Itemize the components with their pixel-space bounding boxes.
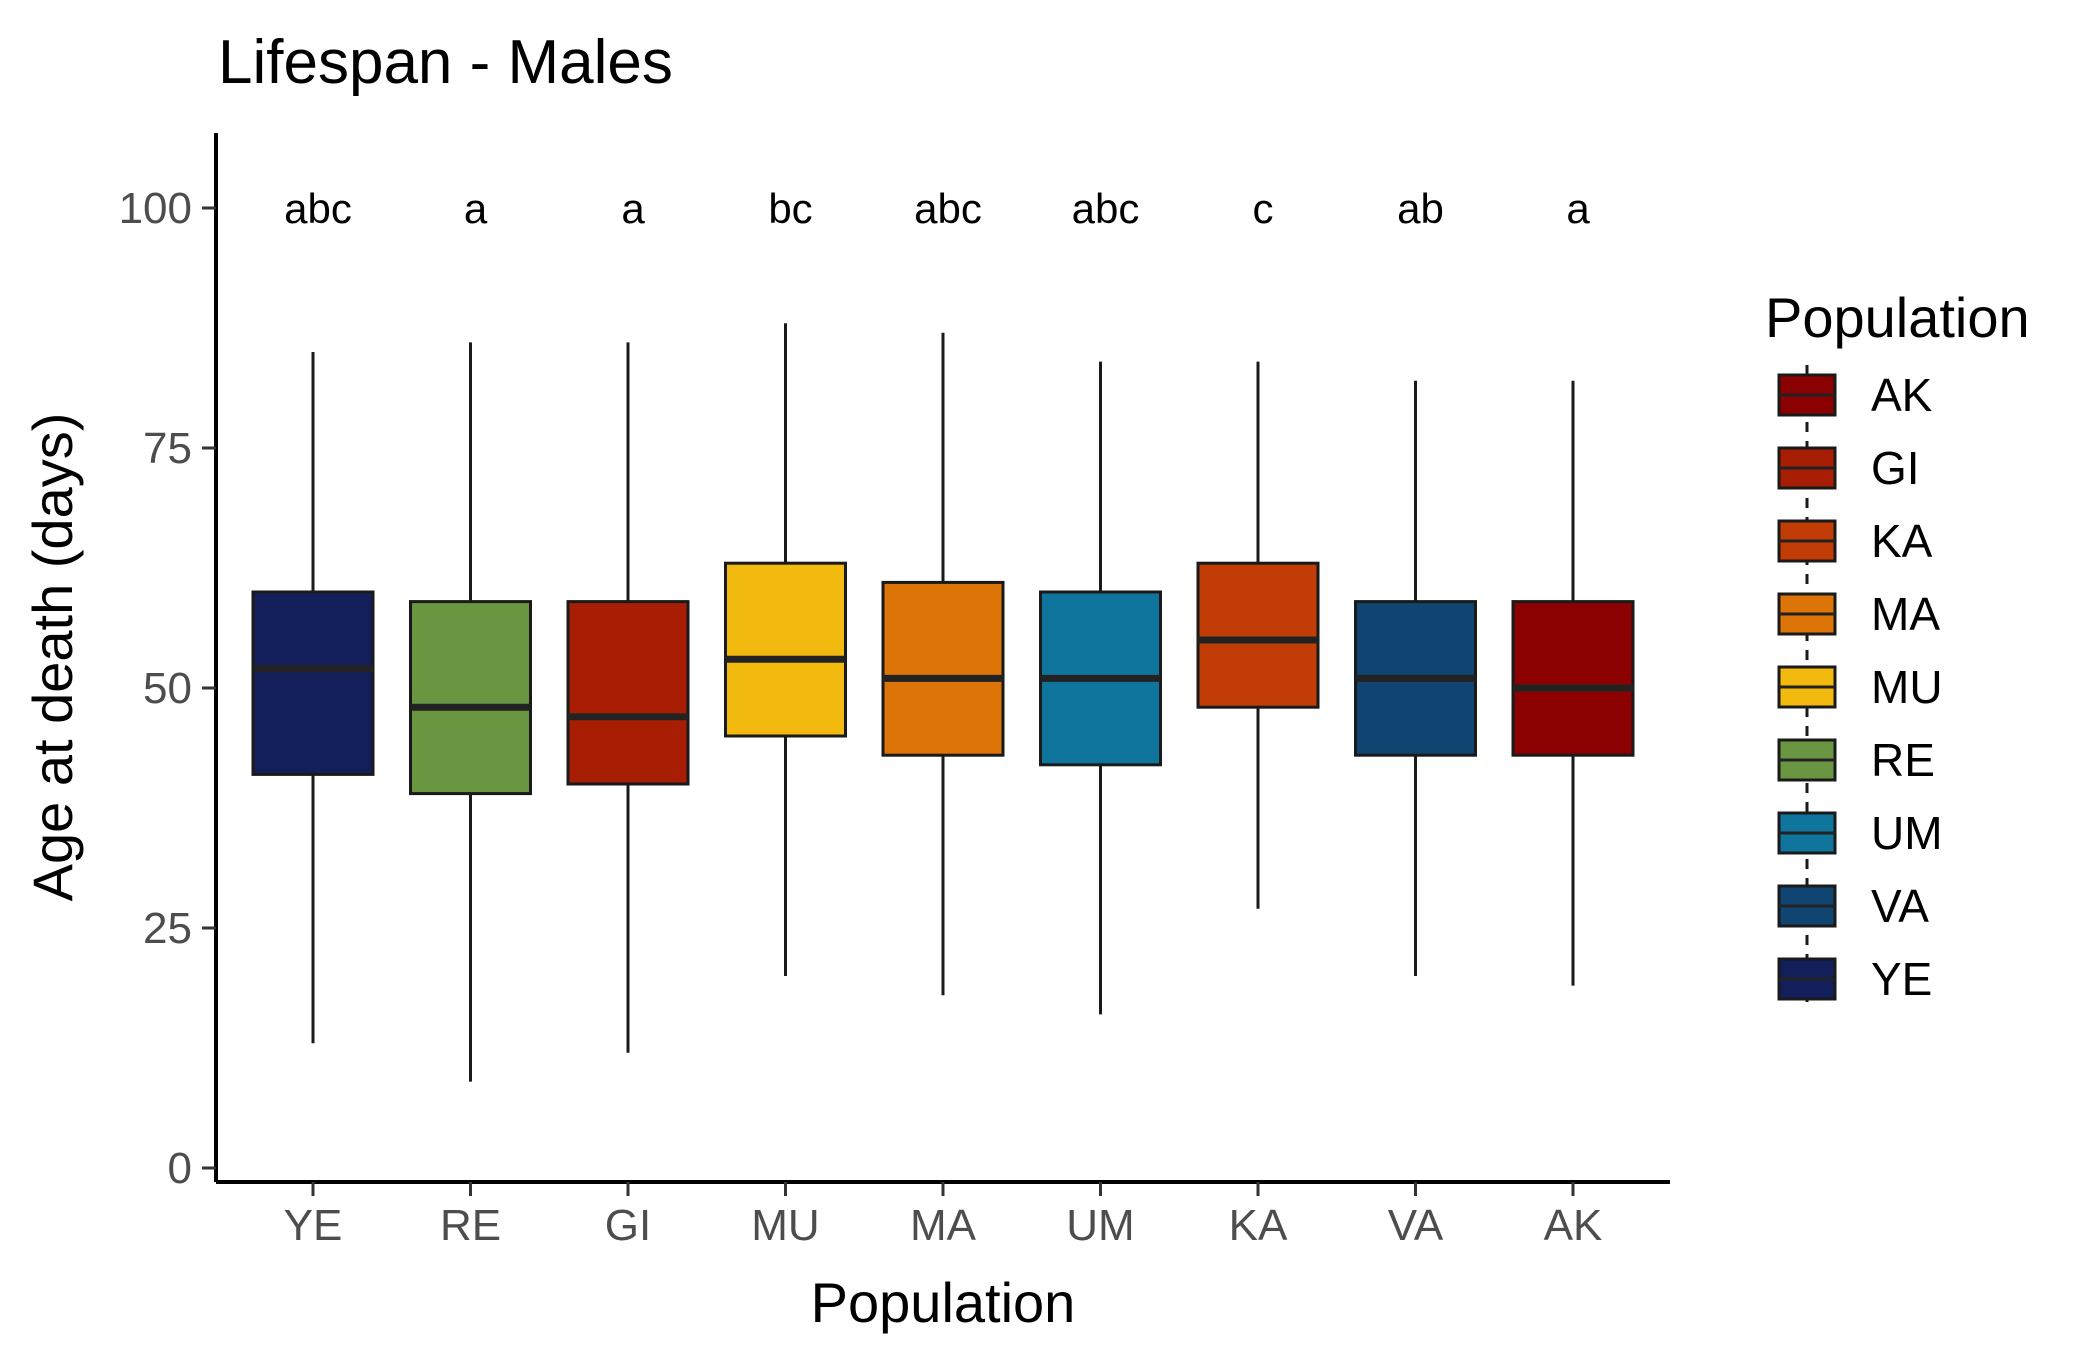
box-body xyxy=(1511,600,1635,757)
legend-label: KA xyxy=(1871,515,1933,567)
box-AK: a xyxy=(1511,185,1635,986)
box-body xyxy=(251,590,375,776)
legend-item-YE: YE xyxy=(1777,953,1932,1005)
box-body xyxy=(881,580,1005,757)
y-tick-label: 25 xyxy=(143,904,192,953)
significance-letters: bc xyxy=(768,185,812,232)
x-axis-title: Population xyxy=(811,1271,1076,1334)
legend-label: UM xyxy=(1871,807,1943,859)
box-body xyxy=(566,600,690,786)
significance-letters: a xyxy=(621,185,645,232)
x-tick-label: AK xyxy=(1544,1201,1603,1250)
x-tick-label: KA xyxy=(1229,1201,1288,1250)
legend-label: VA xyxy=(1871,880,1929,932)
legend-item-MA: MA xyxy=(1777,588,1940,640)
significance-letters: a xyxy=(1566,185,1590,232)
significance-letters: abc xyxy=(1072,185,1140,232)
legend-label: GI xyxy=(1871,442,1920,494)
x-axis: YE RE GI MU MA UM KA VA AK xyxy=(284,1182,1603,1250)
legend-label: MU xyxy=(1871,661,1943,713)
box-UM: abc xyxy=(1039,185,1162,1015)
legend-title: Population xyxy=(1765,286,2030,349)
chart-title: Lifespan - Males xyxy=(218,28,673,97)
legend-item-RE: RE xyxy=(1777,734,1935,786)
legend-item-UM: UM xyxy=(1777,807,1943,859)
box-body xyxy=(724,561,847,738)
legend-item-KA: KA xyxy=(1777,515,1933,567)
legend-label: MA xyxy=(1871,588,1940,640)
box-MU: bc xyxy=(724,185,847,976)
x-tick-label: YE xyxy=(284,1201,343,1250)
box-VA: ab xyxy=(1354,185,1477,976)
legend-item-GI: GI xyxy=(1777,442,1920,494)
y-axis-title: Age at death (days) xyxy=(21,413,84,902)
box-RE: a xyxy=(409,185,532,1082)
box-KA: c xyxy=(1196,185,1320,909)
legend-label: AK xyxy=(1871,369,1933,421)
x-tick-label: GI xyxy=(605,1201,651,1250)
y-tick-label: 75 xyxy=(143,424,192,473)
x-tick-label: RE xyxy=(440,1201,501,1250)
significance-letters: c xyxy=(1253,185,1274,232)
legend-item-VA: VA xyxy=(1777,880,1929,932)
x-tick-label: VA xyxy=(1388,1201,1444,1250)
significance-letters: abc xyxy=(284,185,352,232)
legend: Population AK GI KA MA MU RE UM VA YE xyxy=(1765,286,2030,1009)
y-tick-label: 100 xyxy=(119,184,192,233)
box-GI: a xyxy=(566,185,690,1053)
box-YE: abc xyxy=(251,185,375,1044)
y-tick-label: 50 xyxy=(143,664,192,713)
significance-letters: ab xyxy=(1397,185,1444,232)
significance-letters: abc xyxy=(914,185,982,232)
box-body xyxy=(409,600,532,796)
legend-item-AK: AK xyxy=(1777,369,1933,421)
x-tick-label: UM xyxy=(1066,1201,1134,1250)
legend-label: YE xyxy=(1871,953,1932,1005)
legend-items: AK GI KA MA MU RE UM VA YE xyxy=(1777,365,1943,1009)
significance-letters: a xyxy=(464,185,488,232)
y-axis: 0 25 50 75 100 xyxy=(119,184,216,1193)
plot-area: abc a a bc abc abc c ab a xyxy=(251,185,1635,1082)
y-tick-label: 0 xyxy=(168,1144,192,1193)
box-MA: abc xyxy=(881,185,1005,996)
legend-item-MU: MU xyxy=(1777,661,1943,713)
legend-label: RE xyxy=(1871,734,1935,786)
x-tick-label: MA xyxy=(910,1201,977,1250)
box-body xyxy=(1196,561,1320,709)
x-tick-label: MU xyxy=(751,1201,819,1250)
